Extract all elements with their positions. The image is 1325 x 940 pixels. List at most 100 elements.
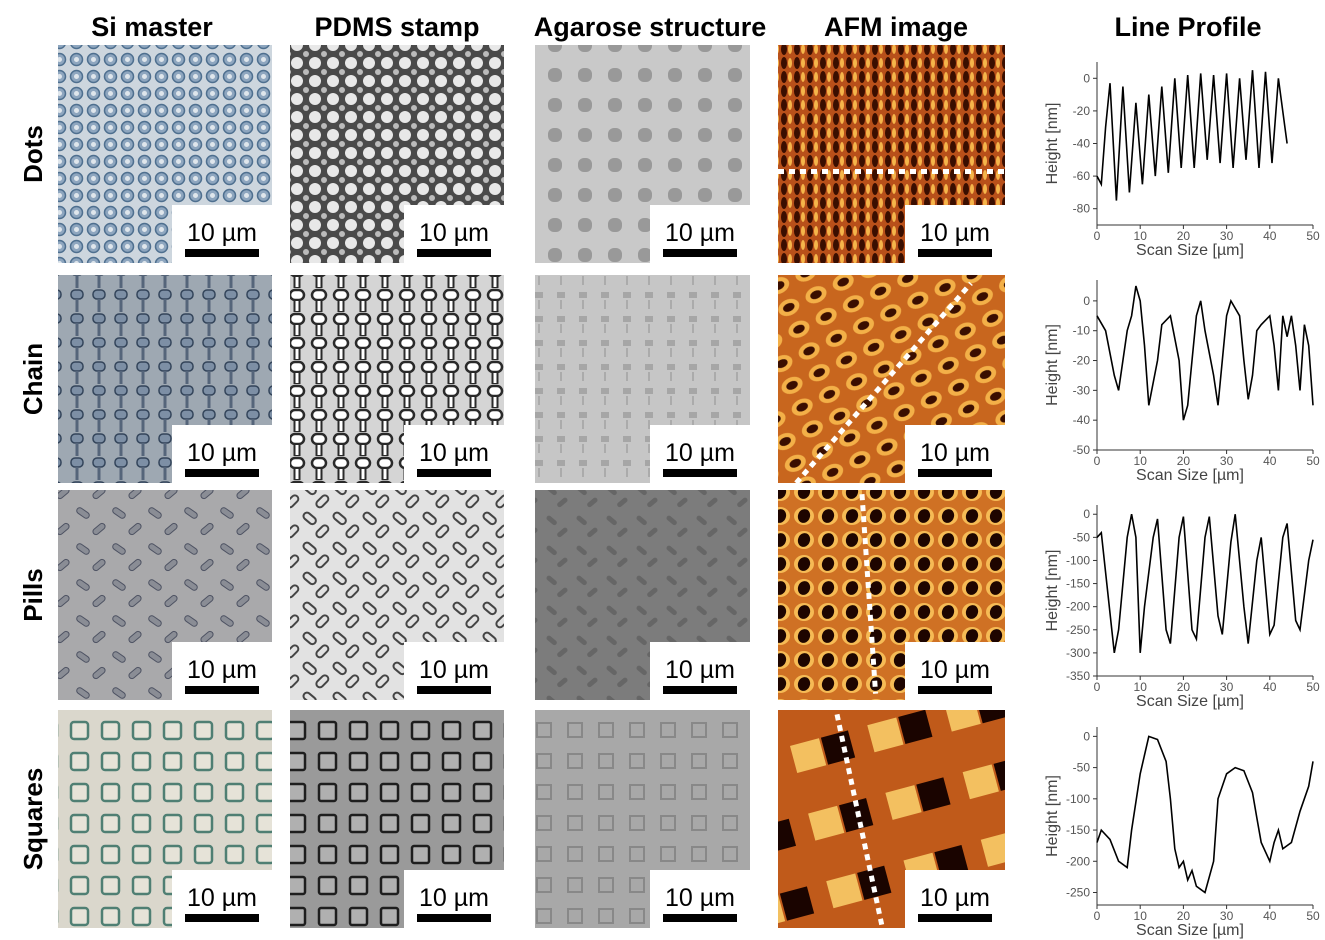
x-tick-label: 40 bbox=[1263, 909, 1277, 923]
y-tick-label: -150 bbox=[1066, 577, 1090, 591]
x-tick-label: 50 bbox=[1306, 229, 1320, 243]
x-tick-label: 40 bbox=[1263, 680, 1277, 694]
scale-bar bbox=[663, 469, 737, 477]
scale-bar bbox=[417, 249, 491, 257]
scale-bar bbox=[185, 249, 259, 257]
y-tick-label: -80 bbox=[1073, 202, 1091, 216]
scale-bar-label: 10 µm bbox=[920, 219, 990, 247]
y-tick-label: -200 bbox=[1066, 600, 1090, 614]
y-tick-label: -50 bbox=[1073, 761, 1091, 775]
scale-bar-label: 10 µm bbox=[920, 439, 990, 467]
scale-bar bbox=[918, 914, 992, 922]
x-tick-label: 10 bbox=[1134, 454, 1148, 468]
x-tick-label: 40 bbox=[1263, 454, 1277, 468]
scale-bar bbox=[918, 469, 992, 477]
y-tick-label: 0 bbox=[1083, 729, 1090, 743]
y-tick-label: -350 bbox=[1066, 669, 1090, 683]
y-tick-label: -40 bbox=[1073, 137, 1091, 151]
column-header: Si master bbox=[91, 12, 213, 42]
scale-bar-label: 10 µm bbox=[187, 219, 257, 247]
scale-bar bbox=[417, 686, 491, 694]
scale-bar bbox=[185, 469, 259, 477]
x-tick-label: 40 bbox=[1263, 229, 1277, 243]
x-axis-label: Scan Size [µm] bbox=[1136, 922, 1244, 939]
y-axis-label: Height [nm] bbox=[1044, 775, 1061, 857]
x-tick-label: 0 bbox=[1094, 229, 1101, 243]
scale-bar-label: 10 µm bbox=[419, 656, 489, 684]
y-tick-label: -10 bbox=[1073, 324, 1091, 338]
row-label: Dots bbox=[18, 125, 48, 183]
x-tick-label: 0 bbox=[1094, 454, 1101, 468]
y-axis-label: Height [nm] bbox=[1044, 324, 1061, 406]
scale-bar bbox=[417, 914, 491, 922]
profile-trace bbox=[1097, 736, 1313, 892]
scale-bar bbox=[663, 686, 737, 694]
y-tick-label: -40 bbox=[1073, 413, 1091, 427]
row-label: Squares bbox=[18, 768, 48, 871]
y-tick-label: -200 bbox=[1066, 854, 1090, 868]
y-tick-label: -20 bbox=[1073, 354, 1091, 368]
x-tick-label: 0 bbox=[1094, 909, 1101, 923]
scale-bar-label: 10 µm bbox=[187, 439, 257, 467]
y-tick-label: -300 bbox=[1066, 646, 1090, 660]
scale-bar-label: 10 µm bbox=[665, 656, 735, 684]
x-axis-label: Scan Size [µm] bbox=[1136, 693, 1244, 710]
x-tick-label: 20 bbox=[1177, 454, 1191, 468]
x-tick-label: 50 bbox=[1306, 454, 1320, 468]
x-tick-label: 30 bbox=[1220, 229, 1234, 243]
y-axis-label: Height [nm] bbox=[1044, 103, 1061, 185]
scale-bar-label: 10 µm bbox=[665, 439, 735, 467]
x-tick-label: 0 bbox=[1094, 680, 1101, 694]
y-tick-label: -20 bbox=[1073, 104, 1091, 118]
scale-bar-label: 10 µm bbox=[419, 884, 489, 912]
y-tick-label: 0 bbox=[1083, 71, 1090, 85]
row-label: Pills bbox=[18, 568, 48, 621]
scale-bar bbox=[185, 686, 259, 694]
scale-bar-label: 10 µm bbox=[920, 656, 990, 684]
x-axis-label: Scan Size [µm] bbox=[1136, 242, 1244, 259]
scale-bar-label: 10 µm bbox=[187, 884, 257, 912]
x-tick-label: 20 bbox=[1177, 229, 1191, 243]
column-header: PDMS stamp bbox=[314, 12, 479, 42]
column-header: AFM image bbox=[824, 12, 968, 42]
x-tick-label: 50 bbox=[1306, 909, 1320, 923]
column-header: Line Profile bbox=[1114, 12, 1261, 42]
x-tick-label: 30 bbox=[1220, 909, 1234, 923]
x-tick-label: 20 bbox=[1177, 680, 1191, 694]
figure: Si master PDMS stamp Agarose structure AFM … bbox=[0, 0, 1325, 940]
scale-bar-label: 10 µm bbox=[665, 884, 735, 912]
y-tick-label: -250 bbox=[1066, 886, 1090, 900]
column-header: Agarose structure bbox=[534, 12, 767, 42]
scale-bar-label: 10 µm bbox=[419, 439, 489, 467]
profile-trace bbox=[1097, 514, 1313, 653]
x-tick-label: 10 bbox=[1134, 680, 1148, 694]
y-tick-label: -50 bbox=[1073, 443, 1091, 457]
y-tick-label: 0 bbox=[1083, 507, 1090, 521]
scale-bar bbox=[663, 249, 737, 257]
y-tick-label: -50 bbox=[1073, 530, 1091, 544]
y-axis-label: Height [nm] bbox=[1044, 550, 1061, 632]
scale-bar bbox=[185, 914, 259, 922]
profile-trace bbox=[1097, 286, 1313, 420]
scale-bar bbox=[918, 686, 992, 694]
y-tick-label: 0 bbox=[1083, 294, 1090, 308]
y-tick-label: -100 bbox=[1066, 792, 1090, 806]
scale-bar-label: 10 µm bbox=[665, 219, 735, 247]
x-tick-label: 10 bbox=[1134, 909, 1148, 923]
profile-trace bbox=[1097, 70, 1287, 200]
x-tick-label: 30 bbox=[1220, 680, 1234, 694]
y-tick-label: -100 bbox=[1066, 553, 1090, 567]
scale-bar bbox=[663, 914, 737, 922]
scale-bar bbox=[918, 249, 992, 257]
x-tick-label: 30 bbox=[1220, 454, 1234, 468]
y-tick-label: -30 bbox=[1073, 383, 1091, 397]
y-tick-label: -250 bbox=[1066, 623, 1090, 637]
scale-bar-label: 10 µm bbox=[419, 219, 489, 247]
row-label: Chain bbox=[18, 343, 48, 415]
scale-bar bbox=[417, 469, 491, 477]
y-tick-label: -60 bbox=[1073, 169, 1091, 183]
scale-bar-label: 10 µm bbox=[920, 884, 990, 912]
x-axis-label: Scan Size [µm] bbox=[1136, 467, 1244, 484]
scale-bar-label: 10 µm bbox=[187, 656, 257, 684]
x-tick-label: 50 bbox=[1306, 680, 1320, 694]
